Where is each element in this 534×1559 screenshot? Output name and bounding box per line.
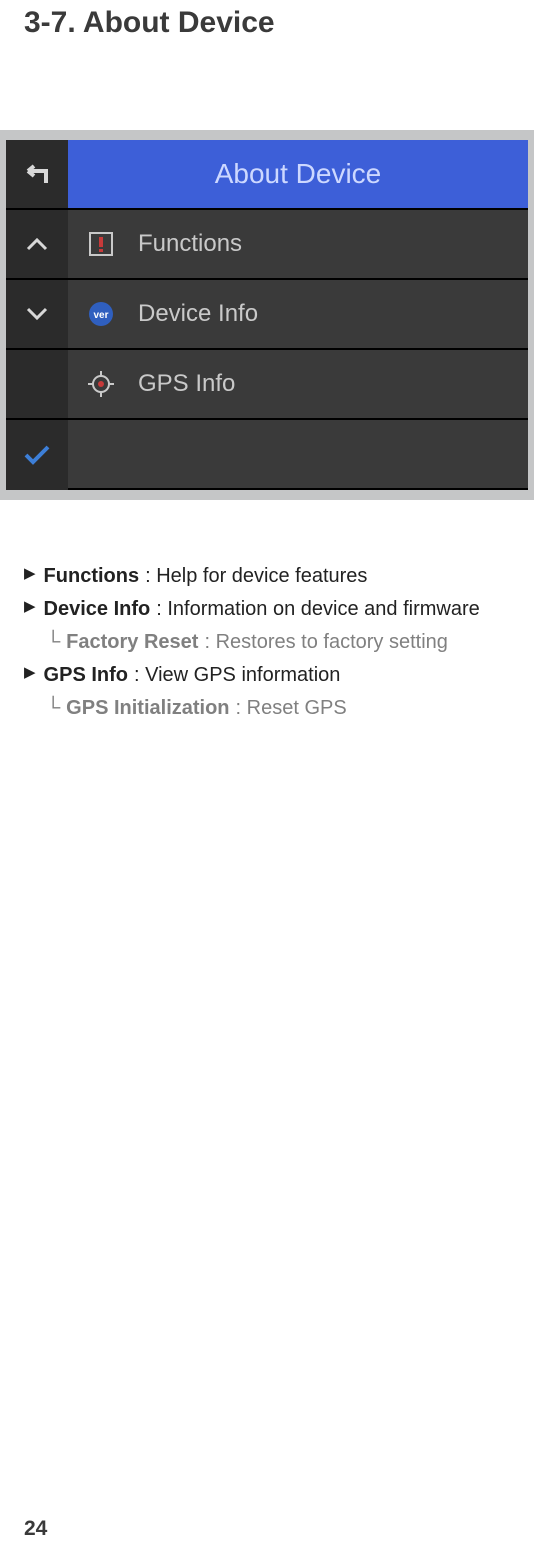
desc-device-info: ▶ Device Info : Information on device an… (24, 593, 510, 626)
menu-item-functions[interactable]: Functions (68, 210, 528, 280)
check-icon (23, 444, 51, 466)
desc-gps-init: └ GPS Initialization : Reset GPS (24, 692, 510, 725)
sidebar-spacer (6, 350, 68, 420)
desc-functions: ▶ Functions : Help for device features (24, 560, 510, 593)
bullet-icon: ▶ (24, 595, 36, 628)
scroll-down-button[interactable] (6, 280, 68, 350)
desc-sub-term: Factory Reset (66, 626, 198, 659)
desc-sub-text: : Reset GPS (236, 692, 347, 725)
desc-factory-reset: └ Factory Reset : Restores to factory se… (24, 626, 510, 659)
bullet-icon: ▶ (24, 562, 36, 595)
device-screen: About Device Functions ver (6, 140, 528, 490)
menu-item-empty (68, 420, 528, 490)
bullet-icon: ▶ (24, 661, 36, 694)
sub-marker-icon: └ (46, 692, 60, 725)
device-screenshot-frame: About Device Functions ver (0, 130, 534, 500)
screen-header: About Device (68, 140, 528, 210)
svg-text:ver: ver (93, 310, 108, 321)
desc-term: Device Info (44, 593, 151, 626)
desc-term: GPS Info (44, 659, 128, 692)
device-main: About Device Functions ver (68, 140, 528, 490)
chevron-up-icon (26, 237, 48, 251)
desc-sub-text: : Restores to factory setting (204, 626, 447, 659)
functions-icon (86, 229, 116, 259)
desc-text: : View GPS information (134, 659, 340, 692)
desc-term: Functions (44, 560, 140, 593)
page-number: 24 (24, 1517, 47, 1541)
menu-label: Functions (138, 230, 242, 258)
version-icon: ver (86, 299, 116, 329)
confirm-button[interactable] (6, 420, 68, 490)
description-block: ▶ Functions : Help for device features ▶… (0, 500, 534, 725)
back-button[interactable] (6, 140, 68, 210)
menu-label: GPS Info (138, 370, 235, 398)
menu-label: Device Info (138, 300, 258, 328)
menu-item-gps-info[interactable]: GPS Info (68, 350, 528, 420)
desc-text: : Help for device features (145, 560, 367, 593)
device-sidebar (6, 140, 68, 490)
gps-icon (86, 369, 116, 399)
menu-item-device-info[interactable]: ver Device Info (68, 280, 528, 350)
back-icon (22, 159, 52, 189)
page-title: 3-7. About Device (0, 0, 534, 40)
desc-gps-info: ▶ GPS Info : View GPS information (24, 659, 510, 692)
sub-marker-icon: └ (46, 626, 60, 659)
desc-text: : Information on device and firmware (156, 593, 480, 626)
scroll-up-button[interactable] (6, 210, 68, 280)
chevron-down-icon (26, 307, 48, 321)
desc-sub-term: GPS Initialization (66, 692, 229, 725)
